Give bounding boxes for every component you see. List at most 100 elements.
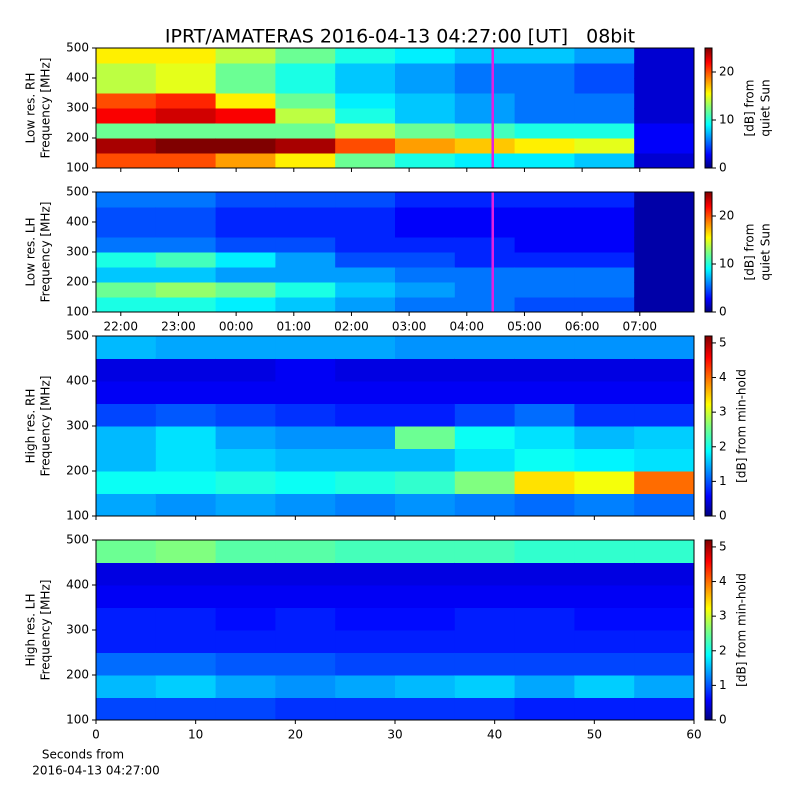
heatmap-cell [395,493,456,517]
heatmap-cell [574,471,635,494]
heatmap-cell [395,48,456,64]
heatmap-cell [275,222,336,238]
heatmap-cell [395,697,456,721]
heatmap-cell [634,207,695,223]
figure-title: IPRT/AMATERAS 2016-04-13 04:27:00 [UT] 0… [165,26,635,48]
heatmap-cell [395,471,456,494]
heatmap-cell [96,237,157,253]
heatmap-cell [335,358,396,382]
heatmap-cell [275,630,336,653]
heatmap-cell [395,252,456,268]
heatmap-cell [96,108,157,124]
heatmap-cell [215,630,276,653]
heatmap-cell [335,540,396,563]
heatmap-cell [275,267,336,283]
heatmap-cell [335,562,396,586]
heatmap-cell [335,381,396,404]
heatmap-cell [155,63,217,79]
heatmap-cell [514,697,575,721]
heatmap-cell [215,192,276,208]
heatmap-cell [395,93,456,109]
heatmap-cell [395,358,456,382]
x-tick-label: 00:00 [219,320,254,334]
heatmap-cell [634,358,695,382]
heatmap-cell [395,381,456,404]
heatmap-cell [335,192,396,208]
heatmap-cell [215,222,276,238]
heatmap-cell [634,697,695,721]
heatmap-cell [155,493,217,517]
heatmap-cell [574,607,635,631]
heatmap-cell [454,93,516,109]
heatmap-cell [514,282,575,298]
y-tick-label: 100 [66,713,89,727]
heatmap-cell [215,652,276,676]
heatmap-cell [335,237,396,253]
heatmap-cell [634,48,695,64]
heatmap-cell [155,471,217,494]
heatmap-cell [275,403,336,427]
heatmap-cell [634,381,695,404]
y-tick-label: 500 [66,533,89,547]
heatmap-cell [634,63,695,79]
x-tick-label: 20 [288,728,303,742]
heatmap-cell [215,562,276,586]
y-axis-label: High res. RH [24,389,38,464]
heatmap-cell [634,153,695,169]
heatmap-cell [454,607,516,631]
heatmap-cell [454,267,516,283]
heatmap-cell [275,192,336,208]
colorbar-tick-label: 2 [719,643,727,657]
heatmap-cell [454,192,516,208]
heatmap-cell [514,267,575,283]
heatmap-cell [96,297,157,313]
heatmap-cell [395,207,456,223]
heatmap-cell [215,207,276,223]
heatmap-cell [215,403,276,427]
heatmap-cell [275,108,336,124]
heatmap-cell [574,222,635,238]
heatmap-cell [215,675,276,698]
heatmap-cell [634,675,695,698]
x-tick-label: 04:00 [449,320,484,334]
y-tick-label: 400 [66,578,89,592]
y-tick-label: 300 [66,101,89,115]
heatmap-cell [514,607,575,631]
heatmap-cell [335,78,396,94]
heatmap-cell [574,562,635,586]
heatmap-cell [215,381,276,404]
heatmap-cell [275,675,336,698]
heatmap-cell [454,123,516,139]
colorbar-tick-label: 5 [719,539,727,553]
heatmap-cell [215,493,276,517]
heatmap-cell [215,358,276,382]
heatmap-cell [215,585,276,608]
heatmap-cell [395,123,456,139]
heatmap-cell [96,48,157,64]
x-tick-label: 01:00 [276,320,311,334]
heatmap-cell [335,471,396,494]
heatmap-cell [454,237,516,253]
heatmap-cell [335,697,396,721]
heatmap-cell [395,336,456,359]
heatmap-cell [155,403,217,427]
heatmap-cell [275,297,336,313]
heatmap-cell [634,585,695,608]
colorbar [704,191,713,313]
x-axis-label: 2016-04-13 04:27:00 [32,764,159,778]
heatmap-cell [275,207,336,223]
heatmap-cell [275,471,336,494]
colorbar-tick-label: 10 [719,113,734,127]
heatmap-cell [574,652,635,676]
y-axis-label: Frequency [MHz] [39,202,53,303]
y-tick-label: 200 [66,275,89,289]
heatmap-cell [634,123,695,139]
heatmap-cell [96,93,157,109]
heatmap-cell [96,282,157,298]
heatmap-cell [574,108,635,124]
colorbar-tick-label: 5 [719,335,727,349]
heatmap-cell [395,652,456,676]
heatmap-cell [96,267,157,283]
heatmap-cell [454,630,516,653]
heatmap-cell [155,562,217,586]
